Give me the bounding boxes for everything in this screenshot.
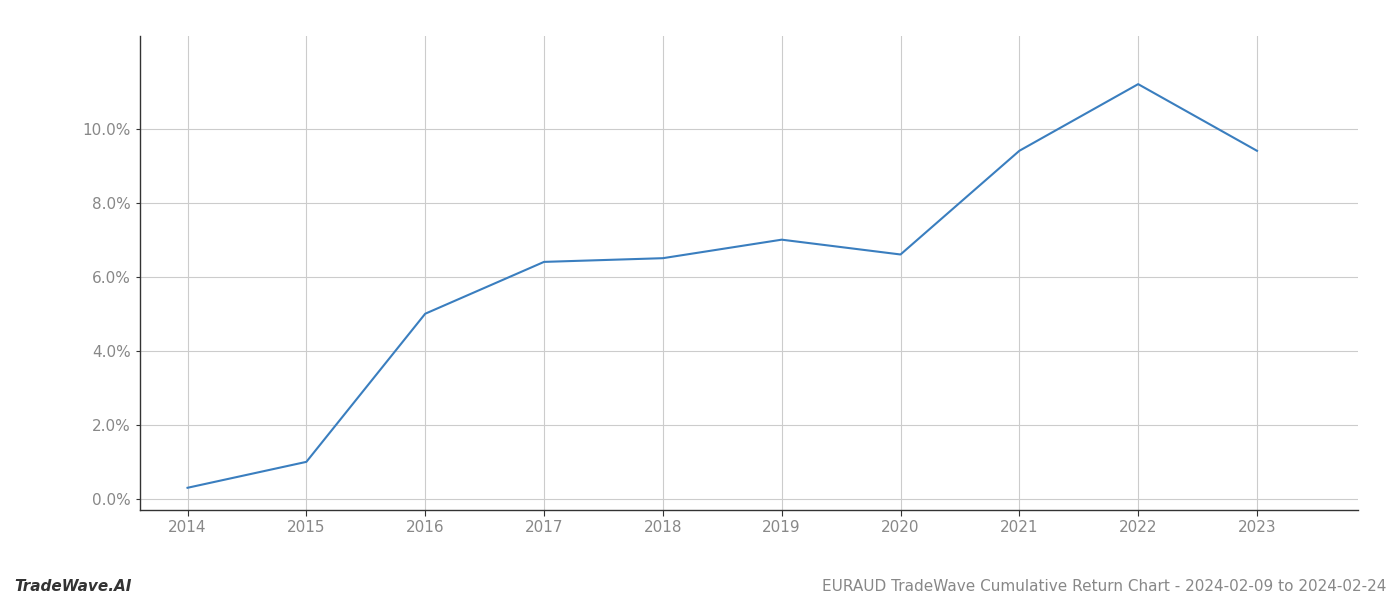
Text: EURAUD TradeWave Cumulative Return Chart - 2024-02-09 to 2024-02-24: EURAUD TradeWave Cumulative Return Chart… — [822, 579, 1386, 594]
Text: TradeWave.AI: TradeWave.AI — [14, 579, 132, 594]
